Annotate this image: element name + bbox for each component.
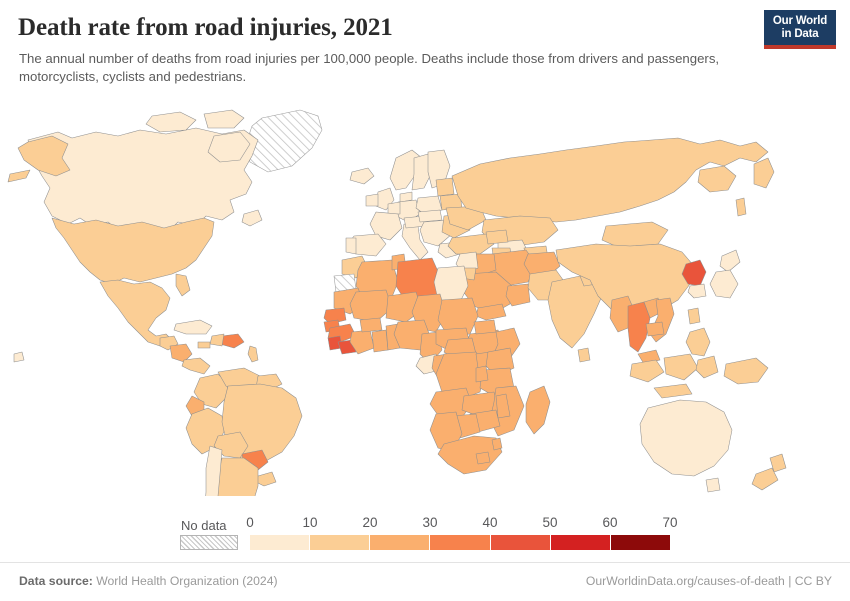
- country-portugal[interactable]: [345, 237, 357, 255]
- attribution-link[interactable]: OurWorldinData.org/causes-of-death | CC …: [585, 574, 832, 588]
- country-argentina[interactable]: [215, 457, 259, 496]
- world-choropleth-map[interactable]: [0, 96, 850, 496]
- country-aleutians[interactable]: [7, 169, 31, 183]
- country-france[interactable]: [369, 211, 403, 241]
- legend-bin-20-30[interactable]: [370, 535, 431, 550]
- country-japan-honshu[interactable]: [709, 269, 739, 299]
- country-caucasus[interactable]: [485, 229, 509, 245]
- country-philippines[interactable]: [685, 327, 711, 357]
- legend-bin-60-70[interactable]: [610, 535, 670, 550]
- country-canada-arctic-isl-2[interactable]: [203, 109, 245, 129]
- page-title: Death rate from road injuries, 2021: [18, 14, 393, 41]
- legend-color-bar[interactable]: [250, 535, 670, 550]
- country-sakhalin[interactable]: [735, 197, 747, 217]
- legend-tick-70: 70: [662, 515, 678, 530]
- country-madagascar[interactable]: [525, 385, 551, 435]
- country-alaska[interactable]: [17, 135, 71, 177]
- legend-bin-40-50[interactable]: [490, 535, 551, 550]
- country-eritrea-djibouti[interactable]: [473, 319, 497, 335]
- country-mali[interactable]: [349, 289, 393, 323]
- legend-bin-30-40[interactable]: [430, 535, 491, 550]
- country-ireland[interactable]: [365, 193, 379, 207]
- legend-tick-10: 10: [302, 515, 318, 530]
- country-uruguay[interactable]: [255, 471, 277, 487]
- country-tasmania[interactable]: [705, 477, 721, 493]
- country-russia-kamchatka[interactable]: [753, 157, 775, 189]
- legend-tick-60: 60: [602, 515, 618, 530]
- country-iceland[interactable]: [349, 167, 375, 185]
- country-lesotho[interactable]: [475, 451, 491, 465]
- country-newfoundland[interactable]: [241, 209, 263, 227]
- country-italy[interactable]: [401, 223, 429, 261]
- country-costa-rica-panama[interactable]: [181, 357, 211, 375]
- legend-tick-20: 20: [362, 515, 378, 530]
- legend-bin-0-10[interactable]: [250, 535, 311, 550]
- legend-bin-50-60[interactable]: [550, 535, 611, 550]
- data-source-text: Data source: World Health Organization (…: [19, 574, 278, 588]
- owid-logo[interactable]: Our World in Data: [764, 10, 836, 49]
- country-us-florida[interactable]: [175, 273, 191, 297]
- country-czechia-slovakia[interactable]: [417, 209, 443, 223]
- country-netherlands-belgium[interactable]: [387, 201, 401, 215]
- country-australia[interactable]: [639, 399, 733, 477]
- country-eswatini[interactable]: [491, 437, 503, 451]
- country-honduras-nicaragua[interactable]: [169, 343, 193, 363]
- country-russia-far-east[interactable]: [697, 165, 737, 193]
- legend-tick-labels: 0 10 20 30 40 50 60 70: [246, 515, 677, 533]
- country-canada-arctic-isl-1[interactable]: [145, 111, 197, 133]
- legend-tick-30: 30: [422, 515, 438, 530]
- country-japan[interactable]: [719, 249, 741, 273]
- country-denmark[interactable]: [399, 191, 413, 203]
- country-united-states[interactable]: [51, 217, 215, 285]
- country-indonesia-sulawesi[interactable]: [695, 355, 719, 379]
- country-canada-baffin[interactable]: [207, 131, 251, 163]
- owid-logo-line-1: Our World: [772, 15, 828, 27]
- country-indonesia-borneo[interactable]: [663, 353, 699, 381]
- legend-no-data-label: No data: [181, 518, 227, 533]
- data-source-label: Data source:: [19, 574, 93, 588]
- country-taiwan[interactable]: [687, 307, 701, 325]
- country-haiti[interactable]: [209, 333, 225, 347]
- country-chile[interactable]: [202, 445, 223, 496]
- chart-subtitle: The annual number of deaths from road in…: [19, 51, 720, 84]
- legend-tick-50: 50: [542, 515, 558, 530]
- legend-no-data-swatch[interactable]: [180, 535, 238, 550]
- country-south-africa[interactable]: [437, 435, 503, 475]
- map-legend: No data 0 10 20 30 40 50 60 70: [0, 505, 850, 555]
- chart-footer: Data source: World Health Organization (…: [0, 562, 850, 601]
- country-south-korea[interactable]: [687, 283, 707, 299]
- country-jamaica[interactable]: [197, 341, 211, 349]
- legend-tick-40: 40: [482, 515, 498, 530]
- country-ghana[interactable]: [371, 329, 389, 353]
- owid-logo-line-2: in Data: [781, 28, 819, 40]
- country-baltics[interactable]: [435, 177, 455, 197]
- country-new-zealand-north[interactable]: [769, 453, 787, 473]
- country-indonesia-java[interactable]: [653, 383, 693, 399]
- legend-tick-0: 0: [246, 515, 254, 530]
- country-new-zealand-south[interactable]: [751, 467, 779, 491]
- country-sri-lanka[interactable]: [577, 347, 591, 363]
- country-cambodia[interactable]: [645, 321, 665, 337]
- country-colombia[interactable]: [193, 373, 229, 409]
- country-rwanda-burundi[interactable]: [475, 365, 489, 383]
- data-source-value: World Health Organization (2024): [92, 574, 278, 588]
- country-oman-uae[interactable]: [505, 283, 531, 307]
- country-lesser-antilles[interactable]: [247, 345, 259, 363]
- country-cuba[interactable]: [173, 319, 213, 335]
- country-small-island-atlantic[interactable]: [13, 351, 25, 363]
- country-mexico[interactable]: [99, 279, 173, 347]
- country-indonesia-sumatra[interactable]: [629, 359, 665, 383]
- legend-bin-10-20[interactable]: [310, 535, 371, 550]
- country-papua-new-guinea[interactable]: [723, 357, 769, 385]
- country-malawi[interactable]: [495, 393, 511, 419]
- country-burkina-faso[interactable]: [359, 317, 383, 333]
